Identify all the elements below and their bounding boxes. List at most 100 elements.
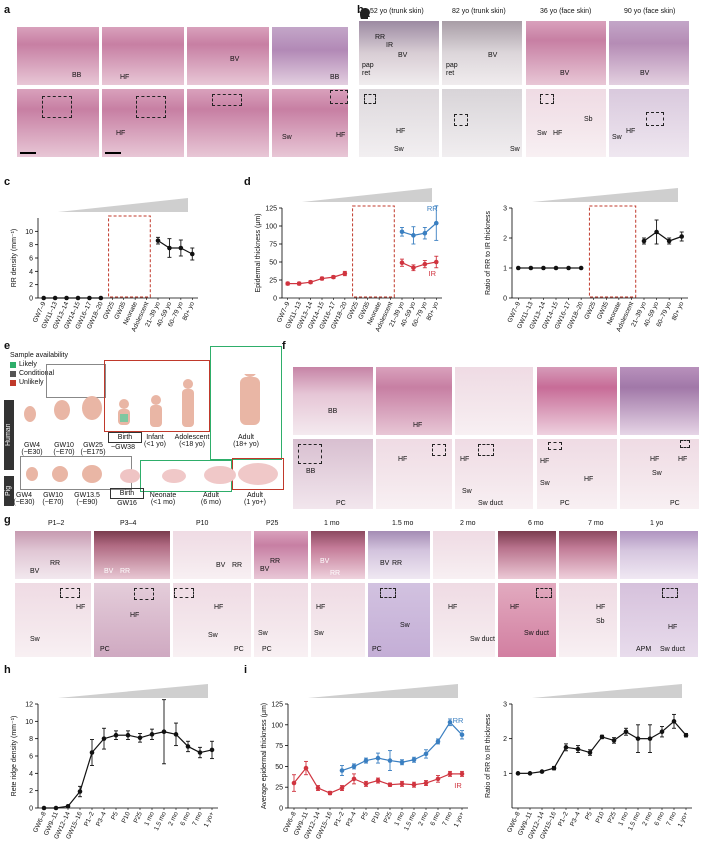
panel-c-label: c [4,176,11,188]
annotation: HF [584,476,594,483]
human-row-label: Human [4,400,14,470]
annotation: Sb [584,116,593,123]
x-tick-label: P5 [360,811,370,822]
data-point [89,750,95,755]
data-point [411,782,417,788]
y-tick-label: 2 [29,788,33,795]
y-tick-label: 3 [503,206,507,213]
data-point [53,805,59,811]
histology-image [536,366,618,436]
histology-image [367,582,431,658]
human-stage-label: ~GW38 [111,444,135,451]
panel-b-title-0: 52 yo (trunk skin) [370,8,424,15]
legend-swatch [10,362,16,368]
histology-image [497,530,557,580]
data-point [331,274,336,280]
zoom-inset-box [174,588,194,598]
y-tick-label: 8 [29,242,33,249]
annotation: APM [636,646,652,653]
annotation: RR [120,568,131,575]
series-line [91,738,105,753]
pig-stage-label: Adult (6 mo) [200,492,222,506]
zoom-inset-box [330,90,348,104]
data-point [319,276,325,281]
g-title: P10 [196,520,209,527]
histology-image [93,530,171,580]
data-point [659,729,665,735]
series-label: IR [429,269,437,278]
y-tick-label: 8 [29,736,33,743]
series-line [67,791,81,807]
annotation: Sw [30,636,40,643]
annotation: HF [316,604,326,611]
age-gradient-triangle [532,188,678,202]
histology-image [271,26,349,86]
histology-image [454,438,534,510]
data-point [375,755,381,761]
zoom-inset-box [646,112,664,126]
histology-image [358,20,440,86]
zoom-inset-box [136,96,166,118]
x-tick-label: P25 [383,811,394,825]
histology-image [292,438,374,510]
histology-image [608,88,690,158]
y-tick-label: 2 [29,282,33,289]
panel-a-label: a [4,4,11,16]
age-gradient-triangle [58,684,208,698]
series-line [673,720,687,736]
histology-image [101,88,185,158]
data-point [411,233,416,238]
zoom-inset-box [298,444,322,464]
data-point [433,259,439,265]
series-line [449,721,463,736]
data-point [459,732,465,738]
data-point [683,732,689,738]
annotation: BV [380,560,390,567]
tag-f-1: GW9–11 [397,354,429,363]
y-tick-label: 6 [29,754,33,761]
histology-image [432,582,496,658]
annotation: HF [553,130,563,137]
annotation: HF [396,128,406,135]
x-tick-label: 2 mo [167,811,180,827]
y-tick-label: 50 [269,260,277,267]
y-tick-label: 0 [279,806,283,813]
series-label: IR [454,781,462,790]
data-point [553,265,559,271]
x-tick-label: 1 yo+ [677,811,690,829]
data-point [101,736,107,741]
series-line [656,231,670,242]
annotation: Sw [400,622,410,629]
data-point [296,281,302,286]
annotation: Sw [258,630,268,637]
zoom-inset-box [536,588,552,598]
birth-marker: Birth [108,432,142,443]
data-point [387,758,393,763]
y-tick-label: 4 [29,269,33,276]
data-point [185,744,191,749]
data-point [423,751,429,757]
data-point [285,281,291,286]
x-tick-label: P5 [584,811,594,822]
annotation: BB [72,72,82,79]
annotation: Sb [596,618,605,625]
zoom-inset-box [364,94,376,104]
y-tick-label: 10 [25,229,33,236]
data-point [527,771,533,776]
g-title: 1 yo [650,520,664,527]
annotation: BV [398,52,408,59]
histology-image [608,20,690,86]
y-axis-label: Ratio of RR to IR thickness [485,713,492,798]
annotation: HF [650,456,660,463]
annotation: Sw duct [524,630,549,637]
histology-image [271,88,349,158]
histology-image [93,582,171,658]
data-point [411,265,416,271]
data-point [422,230,428,236]
histology-image [619,438,700,510]
annotation: HF [448,604,458,611]
legend-title: Sample availability [10,352,68,359]
data-point [363,781,369,787]
x-tick-label: P10 [595,811,606,825]
